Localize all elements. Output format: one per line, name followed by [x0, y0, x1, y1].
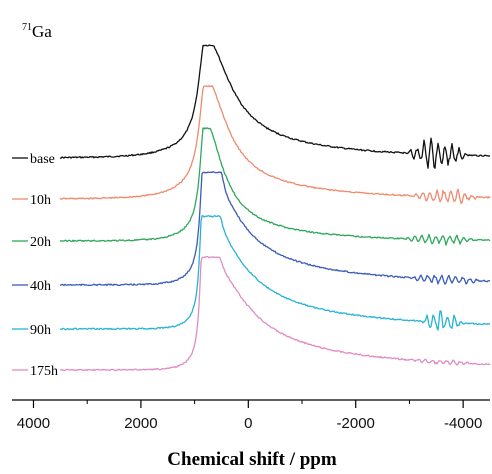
trace-label-20h: 20h: [30, 235, 51, 250]
trace-label-90h: 90h: [30, 323, 51, 338]
trace-20h: [59, 127, 491, 246]
x-axis-ticks: 4000 2000 0 -2000 -4000: [17, 400, 482, 432]
x-tick-label--2000: -2000: [337, 415, 375, 432]
nucleus-label: 71Ga: [22, 22, 52, 41]
trace-10h: [59, 85, 491, 204]
trace-175h: [59, 256, 491, 372]
nucleus-element: Ga: [32, 22, 52, 41]
trace-40h: [59, 171, 491, 287]
trace-label-base: base: [30, 152, 55, 167]
x-tick-label-2000: 2000: [124, 415, 157, 432]
x-tick-label-0: 0: [244, 415, 252, 432]
x-tick-label-4000: 4000: [17, 415, 50, 432]
spectra-traces: [12, 44, 491, 372]
trace-label-40h: 40h: [30, 279, 51, 294]
trace-label-10h: 10h: [30, 193, 51, 208]
x-tick-label--4000: -4000: [444, 415, 482, 432]
trace-labels: base 10h 20h 40h 90h 175h: [30, 152, 58, 379]
x-axis-title: Chemical shift / ppm: [167, 449, 337, 470]
trace-label-175h: 175h: [30, 364, 58, 379]
trace-90h: [59, 215, 491, 331]
nucleus-mass: 71: [22, 22, 32, 33]
trace-base: [59, 44, 491, 169]
